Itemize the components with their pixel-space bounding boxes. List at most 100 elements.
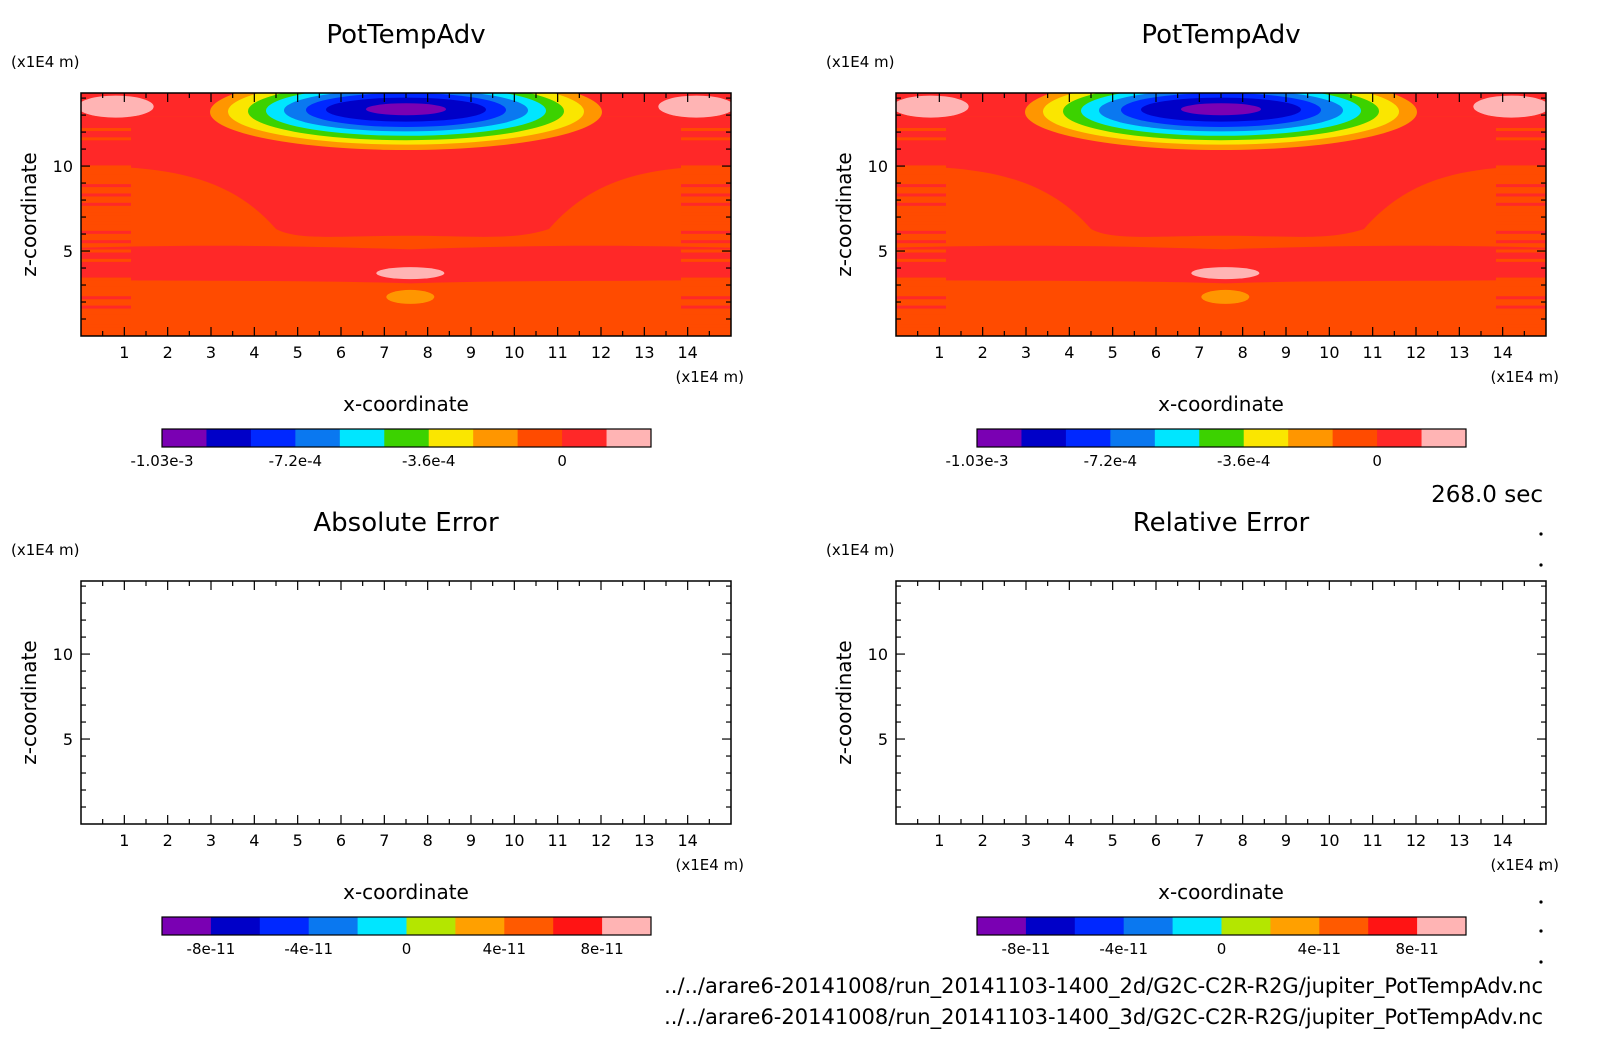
contour-stripe <box>681 174 731 178</box>
contour-stripe <box>896 193 946 197</box>
contour-stripe <box>681 240 731 244</box>
contour-stripe <box>1496 324 1546 328</box>
colorbar-label: -7.2e-4 <box>269 452 322 470</box>
contour-stripe <box>81 324 131 328</box>
colorbar-swatch <box>473 429 519 447</box>
y-tick-label: 10 <box>868 157 888 176</box>
x-tick-label: 6 <box>336 343 346 362</box>
contour-stripe <box>1496 268 1546 272</box>
x-tick-label: 1 <box>119 343 129 362</box>
chart-title: PotTempAdv <box>1141 20 1300 50</box>
x-tick-label: 5 <box>293 831 303 850</box>
colorbar-frame <box>976 428 1467 448</box>
margin-dot <box>1539 532 1543 536</box>
x-tick-label: 11 <box>1362 831 1382 850</box>
colorbar-swatch <box>162 429 207 447</box>
colorbar-swatch <box>1110 429 1156 447</box>
contour-stripe <box>896 324 946 328</box>
x-tick-label: 8 <box>423 831 433 850</box>
contour-stripe <box>681 184 731 188</box>
x-tick-label: 6 <box>1151 831 1161 850</box>
colorbar: -1.03e-3 -7.2e-4 -3.6e-4 0 <box>131 428 652 470</box>
contour-stripe <box>81 240 131 244</box>
contour-stripe <box>896 118 946 122</box>
contour-stripe <box>1496 184 1546 188</box>
colorbar-label: -8e-11 <box>187 940 236 958</box>
x-tick-label: 9 <box>1281 343 1291 362</box>
contour-stripe <box>681 296 731 300</box>
colorbar: -8e-11 -4e-11 0 4e-11 8e-11 <box>161 916 652 958</box>
contour-field <box>81 93 731 336</box>
margin-dot <box>1539 900 1543 904</box>
colorbar-frame <box>976 916 1467 936</box>
file-path-3d: ../../arare6-20141008/run_20141103-1400_… <box>664 1005 1543 1030</box>
colorbar-label: -8e-11 <box>1002 940 1051 958</box>
colorbar-swatch <box>1172 917 1222 935</box>
colorbar-label: 4e-11 <box>1298 940 1341 958</box>
contour-stripe <box>896 174 946 178</box>
chart-title: Absolute Error <box>313 508 499 538</box>
contour-stripe <box>896 156 946 160</box>
contour-mid-band <box>81 245 731 284</box>
contour-stripe <box>81 296 131 300</box>
y-unit-label: (x1E4 m) <box>826 541 895 559</box>
contour-stripe <box>896 286 946 290</box>
colorbar-swatch <box>1243 429 1289 447</box>
y-tick-label: 10 <box>53 157 73 176</box>
x-tick-label: 14 <box>1492 343 1512 362</box>
y-tick-label: 5 <box>878 242 888 261</box>
contour-stripe <box>1496 193 1546 197</box>
positive-lobe <box>1473 95 1546 118</box>
contour-stripe <box>681 249 731 253</box>
y-tick-label: 5 <box>878 730 888 749</box>
positive-lobe <box>1191 267 1260 280</box>
x-tick-label: 6 <box>1151 343 1161 362</box>
y-axis-label: z-coordinate <box>832 640 856 764</box>
contour-bulge <box>896 116 1546 237</box>
margin-dot <box>1539 960 1543 964</box>
contour-stripe <box>1496 118 1546 122</box>
colorbar-swatch <box>1377 429 1423 447</box>
x-tick-label: 3 <box>206 831 216 850</box>
contour-stripe <box>896 277 946 281</box>
contour-stripe <box>681 268 731 272</box>
x-tick-label: 12 <box>1406 831 1426 850</box>
y-axis-label: z-coordinate <box>17 640 41 764</box>
contour-stripe <box>681 277 731 281</box>
colorbar-swatch <box>517 429 563 447</box>
colorbar-swatch <box>406 917 456 935</box>
colorbar-label: 0 <box>1217 940 1227 958</box>
contour-stripe <box>81 221 131 225</box>
contour-stripe <box>681 305 731 309</box>
colorbar: -8e-11 -4e-11 0 4e-11 8e-11 <box>976 916 1467 958</box>
colorbar-swatch <box>1417 917 1467 935</box>
colorbar-swatch <box>339 429 385 447</box>
colorbar-swatch <box>553 917 603 935</box>
colorbar-swatch <box>602 917 652 935</box>
margin-dot <box>1539 929 1543 933</box>
contour-stripe <box>81 286 131 290</box>
x-axis-label: x-coordinate <box>343 392 469 416</box>
contour-stripe <box>896 296 946 300</box>
contour-stripe <box>81 258 131 262</box>
y-tick-label: 10 <box>53 645 73 664</box>
contour-stripe <box>1496 286 1546 290</box>
contour-stripe <box>681 324 731 328</box>
colorbar-swatch <box>977 429 1022 447</box>
x-tick-label: 5 <box>293 343 303 362</box>
x-unit-label: (x1E4 m) <box>675 368 744 386</box>
colorbar-swatch <box>1199 429 1245 447</box>
contour-stripe <box>896 137 946 141</box>
x-tick-label: 2 <box>163 343 173 362</box>
x-tick-label: 14 <box>1492 831 1512 850</box>
x-tick-label: 11 <box>1362 343 1382 362</box>
plot-frame <box>895 580 1547 825</box>
contour-mid-band <box>896 245 1546 284</box>
colorbar-swatch <box>384 429 430 447</box>
colorbar: -1.03e-3 -7.2e-4 -3.6e-4 0 <box>946 428 1467 470</box>
colorbar-swatch <box>1021 429 1067 447</box>
contour-stripe <box>896 230 946 234</box>
negative-lobe <box>386 289 435 304</box>
